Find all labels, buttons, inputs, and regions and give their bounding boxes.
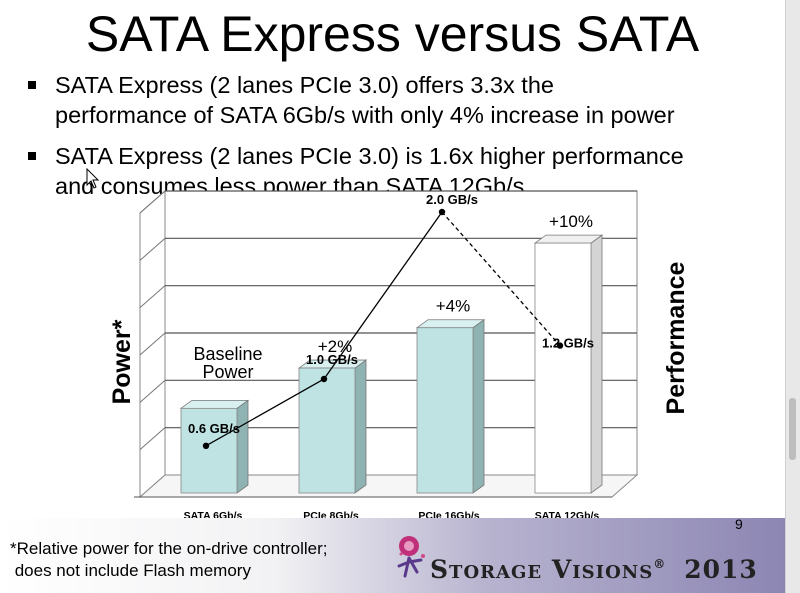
gridline-side (139, 427, 166, 451)
slide-title: SATA Express versus SATA (85, 6, 700, 62)
bar-side (236, 399, 249, 494)
bullet-2-line-1: SATA Express (2 lanes PCIe 3.0) is 1.6x … (55, 143, 684, 169)
performance-line-segment (205, 378, 325, 447)
performance-line-segment-dashed (441, 211, 561, 347)
bar-top (533, 234, 604, 244)
performance-label: 1.2 GB/s (542, 336, 594, 351)
brand-name: Storage Visions (430, 555, 654, 584)
chart-bars (179, 234, 604, 494)
bar-annotation: +4% (436, 297, 471, 316)
gridline-side (139, 379, 166, 403)
gridline-side (139, 237, 166, 261)
performance-point (320, 375, 328, 383)
registered-mark: ® (653, 557, 667, 571)
y-axis-title: Power* (108, 319, 136, 404)
baseline-annotation-line-1: Baseline (193, 344, 262, 364)
performance-point (556, 342, 564, 349)
performance-point (202, 442, 210, 449)
mouse-cursor-icon (86, 168, 100, 189)
scrollbar[interactable] (785, 0, 800, 593)
bullet-square-icon (28, 81, 36, 89)
brand-year: 2013 (684, 555, 758, 584)
bar-top (179, 399, 250, 409)
performance-label: 2.0 GB/s (426, 192, 478, 207)
performance-label: 1.0 GB/s (306, 352, 358, 367)
performance-label: 0.6 GB/s (188, 421, 240, 436)
performance-line (202, 208, 564, 449)
performance-line-segment (323, 211, 443, 380)
baseline-annotation-line-2: Power (202, 362, 253, 382)
scrollbar-thumb[interactable] (789, 398, 796, 460)
bar (534, 242, 592, 494)
y2-axis-title: Performance (662, 261, 690, 414)
gridline-side (139, 285, 166, 309)
bullet-square-icon (28, 152, 36, 160)
bar-side (472, 318, 485, 494)
bar-side (590, 234, 603, 494)
bar-top (415, 319, 486, 329)
bullet-1-line-2: performance of SATA 6Gb/s with only 4% i… (55, 102, 675, 128)
footer-band (0, 518, 785, 593)
gridline-side (139, 190, 166, 214)
bar-annotation: +10% (549, 212, 593, 231)
page-number: 9 (735, 516, 743, 532)
bullet-1-line-1: SATA Express (2 lanes PCIe 3.0) offers 3… (55, 72, 554, 98)
bar (298, 367, 356, 494)
gridline-side (139, 332, 166, 356)
performance-point (438, 208, 446, 216)
bar-annotation: +2% (318, 337, 353, 356)
bar (416, 327, 474, 494)
bar (180, 407, 238, 494)
footnote: *Relative power for the on-drive control… (10, 539, 328, 580)
brand-wordmark: Storage Visions® 2013 (430, 555, 758, 584)
bar-side (354, 359, 367, 494)
storage-visions-logo-icon (397, 536, 425, 578)
